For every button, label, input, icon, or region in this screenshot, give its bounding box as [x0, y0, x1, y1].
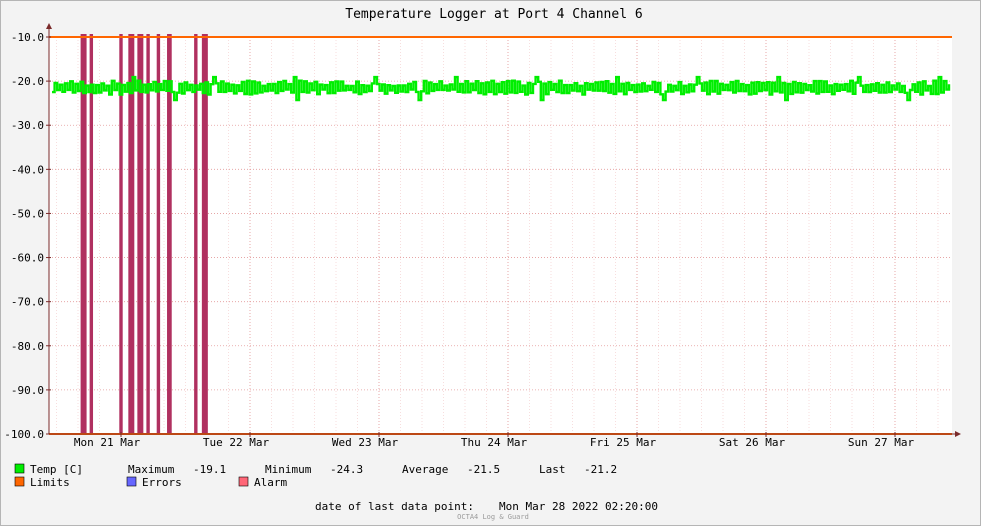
y-axis-ticks: -10.0 -20.0 -30.0 -40.0 -50.0 -60.0 -70.0 -80.0… [4, 31, 51, 441]
x-tick-label: Mon 21 Mar [74, 436, 141, 449]
x-tick-label: Sun 27 Mar [848, 436, 915, 449]
plot-area [49, 37, 952, 434]
legend-label-errors: Errors [142, 476, 182, 489]
alarm-bar [137, 34, 141, 434]
y-tick-label: -60.0 [11, 252, 44, 265]
axes [46, 23, 961, 437]
legend-swatch-temp [14, 463, 25, 474]
legend-swatch-limits [14, 476, 25, 487]
y-axis-arrow [46, 23, 52, 29]
alarm-bar [156, 34, 161, 434]
legend-label-limits: Limits [30, 476, 70, 489]
alarm-bar [128, 34, 132, 434]
alarm-series [80, 34, 208, 434]
chart-title: Temperature Logger at Port 4 Channel 6 [345, 7, 642, 22]
stat-min-value: -24.3 [330, 463, 363, 476]
alarm-bar [168, 34, 172, 434]
alarm-bar [119, 34, 123, 434]
x-tick-label: Sat 26 Mar [719, 436, 786, 449]
alarm-bar [139, 34, 144, 434]
y-tick-label: -100.0 [4, 428, 44, 441]
alarm-bar [194, 34, 198, 434]
stat-avg-value: -21.5 [467, 463, 500, 476]
legend-swatch-errors [126, 476, 137, 487]
y-tick-label: -20.0 [11, 75, 44, 88]
alarm-bar [89, 34, 94, 434]
legend: Temp [C] Maximum -19.1 Minimum -24.3 Ave… [14, 463, 617, 489]
x-tick-label: Tue 22 Mar [203, 436, 270, 449]
alarm-bar [146, 34, 150, 434]
y-tick-label: -10.0 [11, 31, 44, 44]
x-tick-label: Wed 23 Mar [332, 436, 399, 449]
y-tick-label: -90.0 [11, 384, 44, 397]
x-axis-ticks: Mon 21 Mar Tue 22 Mar Wed 23 Mar Thu 24 Mar… [74, 432, 915, 449]
alarm-bar [83, 34, 87, 434]
stat-avg-label: Average [402, 463, 448, 476]
stat-max-label: Maximum [128, 463, 175, 476]
alarm-bar [204, 34, 208, 434]
last-data-point-value: Mon Mar 28 2022 02:20:00 [499, 500, 658, 513]
legend-swatch-alarm [238, 476, 249, 487]
temp-line [52, 75, 951, 102]
alarm-bar [80, 34, 84, 434]
x-tick-label: Thu 24 Mar [461, 436, 528, 449]
alarm-bar [130, 34, 135, 434]
y-tick-label: -50.0 [11, 207, 44, 220]
stat-min-label: Minimum [265, 463, 312, 476]
legend-label-temp: Temp [C] [30, 463, 83, 476]
y-tick-label: -40.0 [11, 163, 44, 176]
y-tick-label: -70.0 [11, 296, 44, 309]
stat-last-label: Last [539, 463, 566, 476]
alarm-bar [201, 34, 206, 434]
temp-series [52, 75, 951, 102]
footer-credit: OCTA4 Log & Guard [457, 513, 529, 521]
stat-last-value: -21.2 [584, 463, 617, 476]
y-tick-label: -30.0 [11, 119, 44, 132]
y-tick-label: -80.0 [11, 340, 44, 353]
last-data-point-label: date of last data point: [315, 500, 474, 513]
x-tick-label: Fri 25 Mar [590, 436, 657, 449]
stat-max-value: -19.1 [193, 463, 226, 476]
x-axis-arrow [955, 431, 961, 437]
legend-label-alarm: Alarm [254, 476, 287, 489]
